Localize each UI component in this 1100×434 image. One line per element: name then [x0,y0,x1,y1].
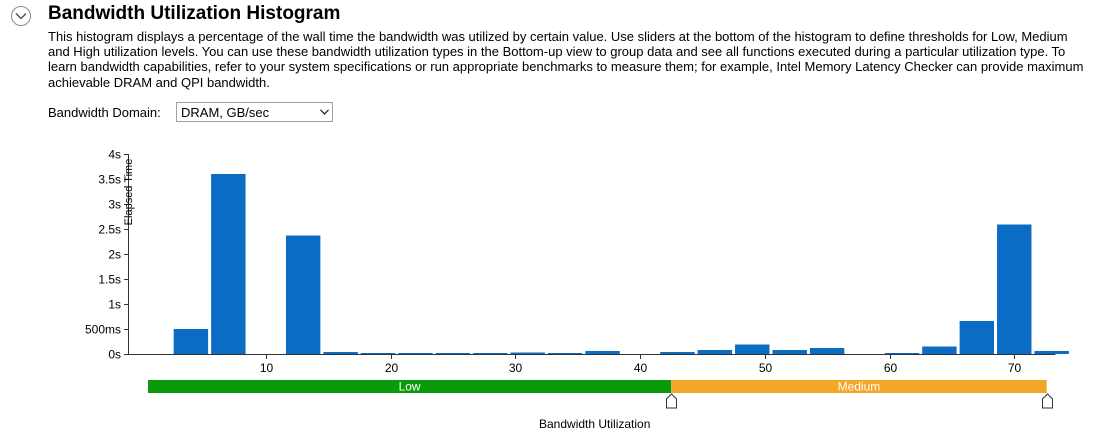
x-tick-label: 20 [385,361,399,375]
histogram-bar [884,353,920,354]
histogram-bar [398,353,433,354]
x-tick-label: 60 [884,361,898,375]
threshold-label-low: Low [399,380,421,394]
y-tick-label: 1.5s [98,273,121,287]
histogram-bar [697,350,733,354]
histogram-bar [547,353,583,354]
y-tick-label: 2.5s [98,223,121,237]
y-tick-label: 2s [108,248,121,262]
histogram-bar [660,352,695,354]
histogram-bar [959,321,995,354]
medium-high-threshold-slider[interactable] [1042,393,1053,409]
histogram-bar [809,348,845,354]
y-tick-label: 4s [108,148,121,162]
x-tick-label: 40 [634,361,648,375]
histogram-bar [735,344,770,354]
histogram-bar [473,353,508,354]
bandwidth-domain-value: DRAM, GB/sec [181,104,270,120]
histogram-bar [585,351,620,354]
chevron-down-icon [15,12,27,20]
y-axis-title: Elapsed Time [123,159,135,226]
histogram-bar [997,224,1032,354]
x-tick-label: 50 [759,361,773,375]
histogram-bar [173,329,209,354]
y-tick-label: 1s [108,298,121,312]
histogram-bar [285,235,321,354]
section-title: Bandwidth Utilization Histogram [48,3,341,24]
threshold-band-low [148,380,672,393]
y-tick-label: 3.5s [98,173,121,187]
x-axis-title: Bandwidth Utilization [539,417,651,431]
description-text: This histogram displays a percentage of … [48,29,1084,90]
histogram-bar [510,352,545,354]
histogram-bar [435,353,471,354]
histogram-bar [323,352,358,354]
threshold-band-medium [671,380,1047,393]
histogram-bar [772,350,807,354]
bandwidth-domain-select[interactable]: DRAM, GB/sec [176,102,333,122]
y-tick-label: 500ms [85,323,121,337]
x-tick-label: 30 [509,361,523,375]
x-tick-label: 70 [1008,361,1022,375]
chevron-down-icon [316,109,332,115]
histogram-bar [211,174,246,354]
y-tick-label: 3s [108,198,121,212]
histogram-bar [1034,351,1069,354]
histogram-bar [360,353,396,354]
y-tick-label: 0s [108,348,121,362]
low-medium-threshold-slider[interactable] [666,393,677,409]
x-tick-label: 10 [260,361,274,375]
collapse-button[interactable] [11,6,31,26]
histogram-bar [922,346,957,354]
threshold-label-medium: Medium [838,380,881,394]
bandwidth-domain-label: Bandwidth Domain: [48,105,161,120]
